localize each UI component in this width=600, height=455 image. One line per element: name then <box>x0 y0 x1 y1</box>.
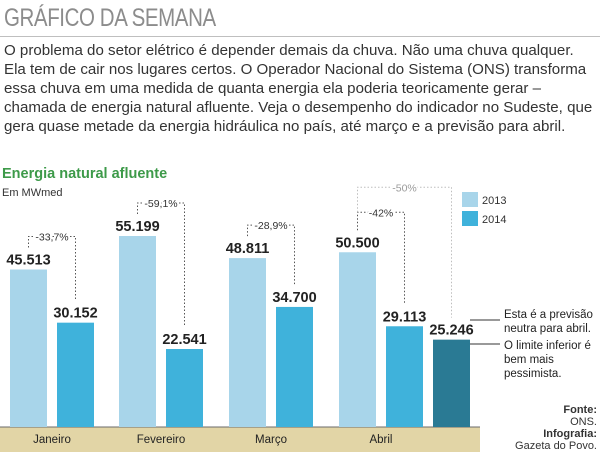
bars-group: 45.513 30.152 Janeiro -33,7% 55.199 22.541 Fev… <box>0 181 480 452</box>
change-label: -33,7% <box>35 232 68 244</box>
bar-2013-março <box>229 258 266 427</box>
value-label-2014: 22.541 <box>162 332 206 348</box>
value-label-2013: 55.199 <box>115 219 159 235</box>
section-title: GRÁFICO DA SEMANA <box>4 4 216 32</box>
change-connector <box>247 224 295 285</box>
change-label: -59,1% <box>144 198 177 210</box>
legend-label-2013: 2013 <box>482 195 506 207</box>
value-label-2013: 50.500 <box>335 235 379 251</box>
intro-paragraph: O problema do setor elétrico é depender … <box>4 42 593 135</box>
x-tick-label: Fevereiro <box>137 434 186 446</box>
annotations-group: Esta é a previsão neutra para abril. O lim… <box>470 309 593 380</box>
legend-swatch-2014 <box>462 211 478 226</box>
y-axis-label: Em MWmed <box>2 187 63 199</box>
value-label-2014: 30.152 <box>53 306 97 322</box>
change-label: -28,9% <box>254 220 287 232</box>
bar-2013-janeiro <box>10 269 47 427</box>
bar-2013-abril <box>339 252 376 427</box>
bar-2014-março <box>276 306 313 427</box>
x-tick-label: Março <box>255 434 287 446</box>
bar-2013-fevereiro <box>119 236 156 427</box>
value-label-2013: 45.513 <box>6 253 50 269</box>
value-label-forecast: 25.246 <box>429 323 473 339</box>
annotation-1: Esta é a previsão neutra para abril. <box>504 309 593 335</box>
change-label: -42% <box>369 207 394 219</box>
bar-2014-abril <box>386 326 423 427</box>
x-tick-label: Abril <box>369 434 392 446</box>
bar-forecast-abril <box>433 339 470 427</box>
chart-title: Energia natural afluente <box>2 166 167 182</box>
source-label: Fonte: <box>563 404 597 416</box>
value-label-2014: 34.700 <box>272 290 316 306</box>
x-axis-band <box>0 427 480 452</box>
legend-label-2014: 2014 <box>482 214 506 226</box>
x-tick-label: Janeiro <box>33 434 71 446</box>
legend-swatch-2013 <box>462 192 478 207</box>
title-divider <box>0 36 600 37</box>
chart-legend: 2013 2014 <box>462 192 506 226</box>
bar-2014-janeiro <box>57 322 94 427</box>
change-label-forecast: -50% <box>392 182 417 194</box>
annotation-2: O limite inferior é bem mais pessimista. <box>504 340 591 380</box>
bar-2014-fevereiro <box>166 349 203 427</box>
source-value: ONS. <box>570 416 597 428</box>
source-credits: Fonte: ONS. Infografia: Gazeta do Povo. <box>515 404 597 452</box>
infographic-value: Gazeta do Povo. <box>515 440 597 452</box>
infographic-label: Infografia: <box>543 428 597 440</box>
value-label-2013: 48.811 <box>226 241 270 257</box>
change-connector <box>137 202 185 328</box>
value-label-2014: 29.113 <box>383 309 427 325</box>
